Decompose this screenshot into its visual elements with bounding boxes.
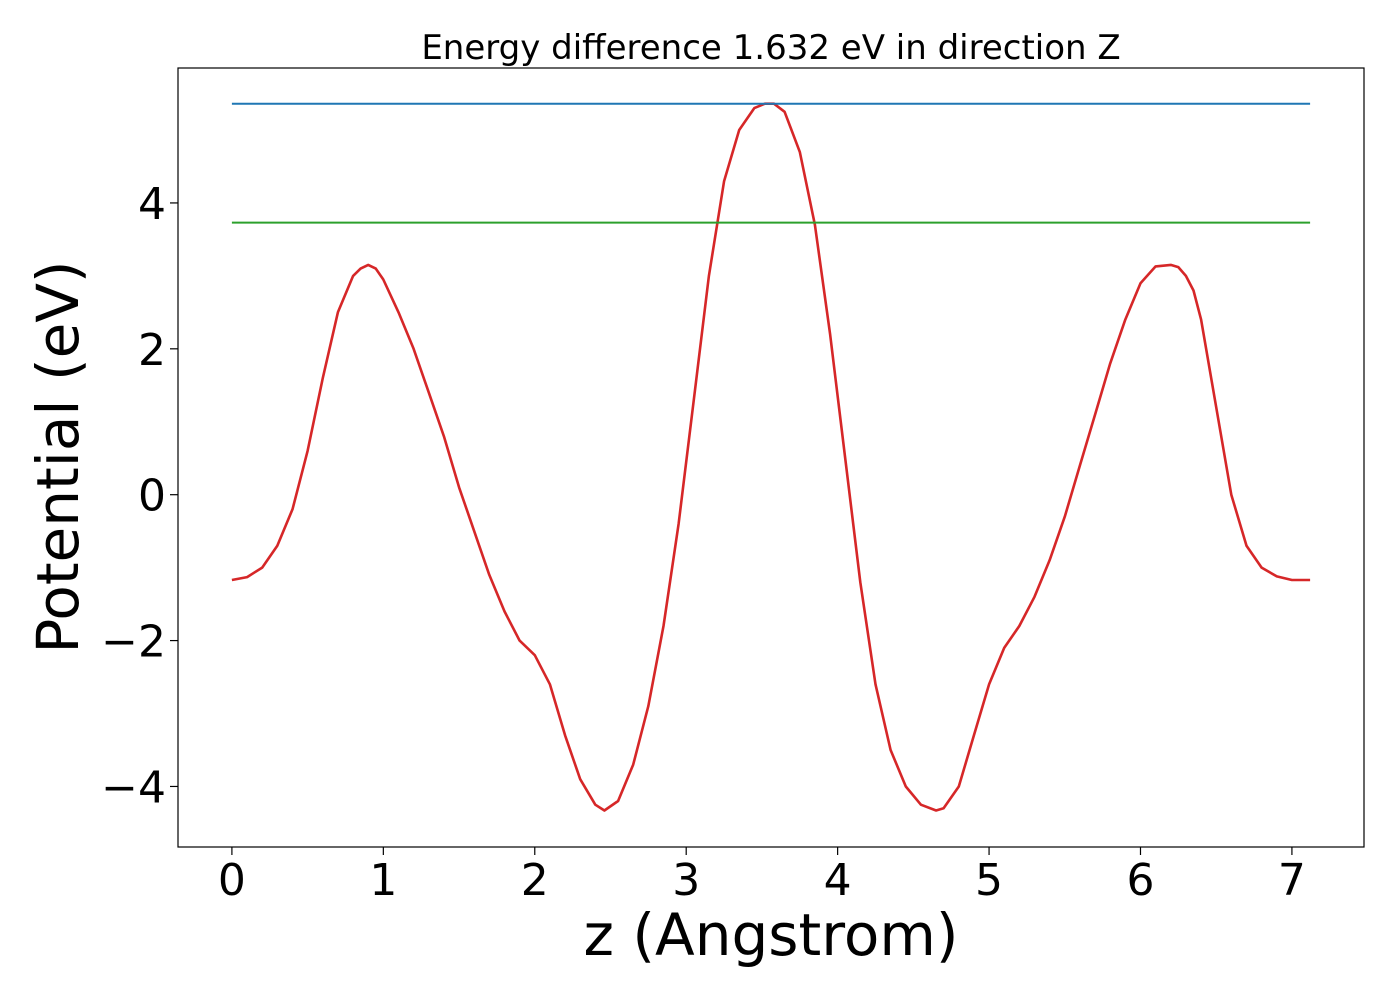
x-tick-label: 5 <box>975 855 1003 906</box>
y-axis-ticks: −4 −2 0 2 4 <box>101 179 178 813</box>
plot-frame <box>177 67 1365 848</box>
x-axis-ticks: 0 1 2 3 4 5 6 7 <box>218 847 1306 906</box>
series-line-0 <box>231 102 1311 812</box>
y-tick-label: −4 <box>101 762 166 813</box>
x-axis-label: z (Angstrom) <box>584 901 959 969</box>
y-tick-label: 0 <box>138 471 166 522</box>
chart-title: Energy difference 1.632 eV in direction … <box>421 28 1120 68</box>
x-tick-label: 4 <box>824 855 852 906</box>
x-tick-label: 6 <box>1126 855 1154 906</box>
y-tick-label: 4 <box>138 179 166 230</box>
y-axis-label: Potential (eV) <box>24 260 92 653</box>
x-tick-label: 2 <box>521 855 549 906</box>
x-tick-label: 1 <box>369 855 397 906</box>
x-tick-label: 3 <box>672 855 700 906</box>
y-tick-label: −2 <box>101 617 166 668</box>
series-layer <box>231 102 1311 812</box>
x-tick-label: 7 <box>1278 855 1306 906</box>
y-tick-label: 2 <box>138 325 166 376</box>
x-tick-label: 0 <box>218 855 246 906</box>
